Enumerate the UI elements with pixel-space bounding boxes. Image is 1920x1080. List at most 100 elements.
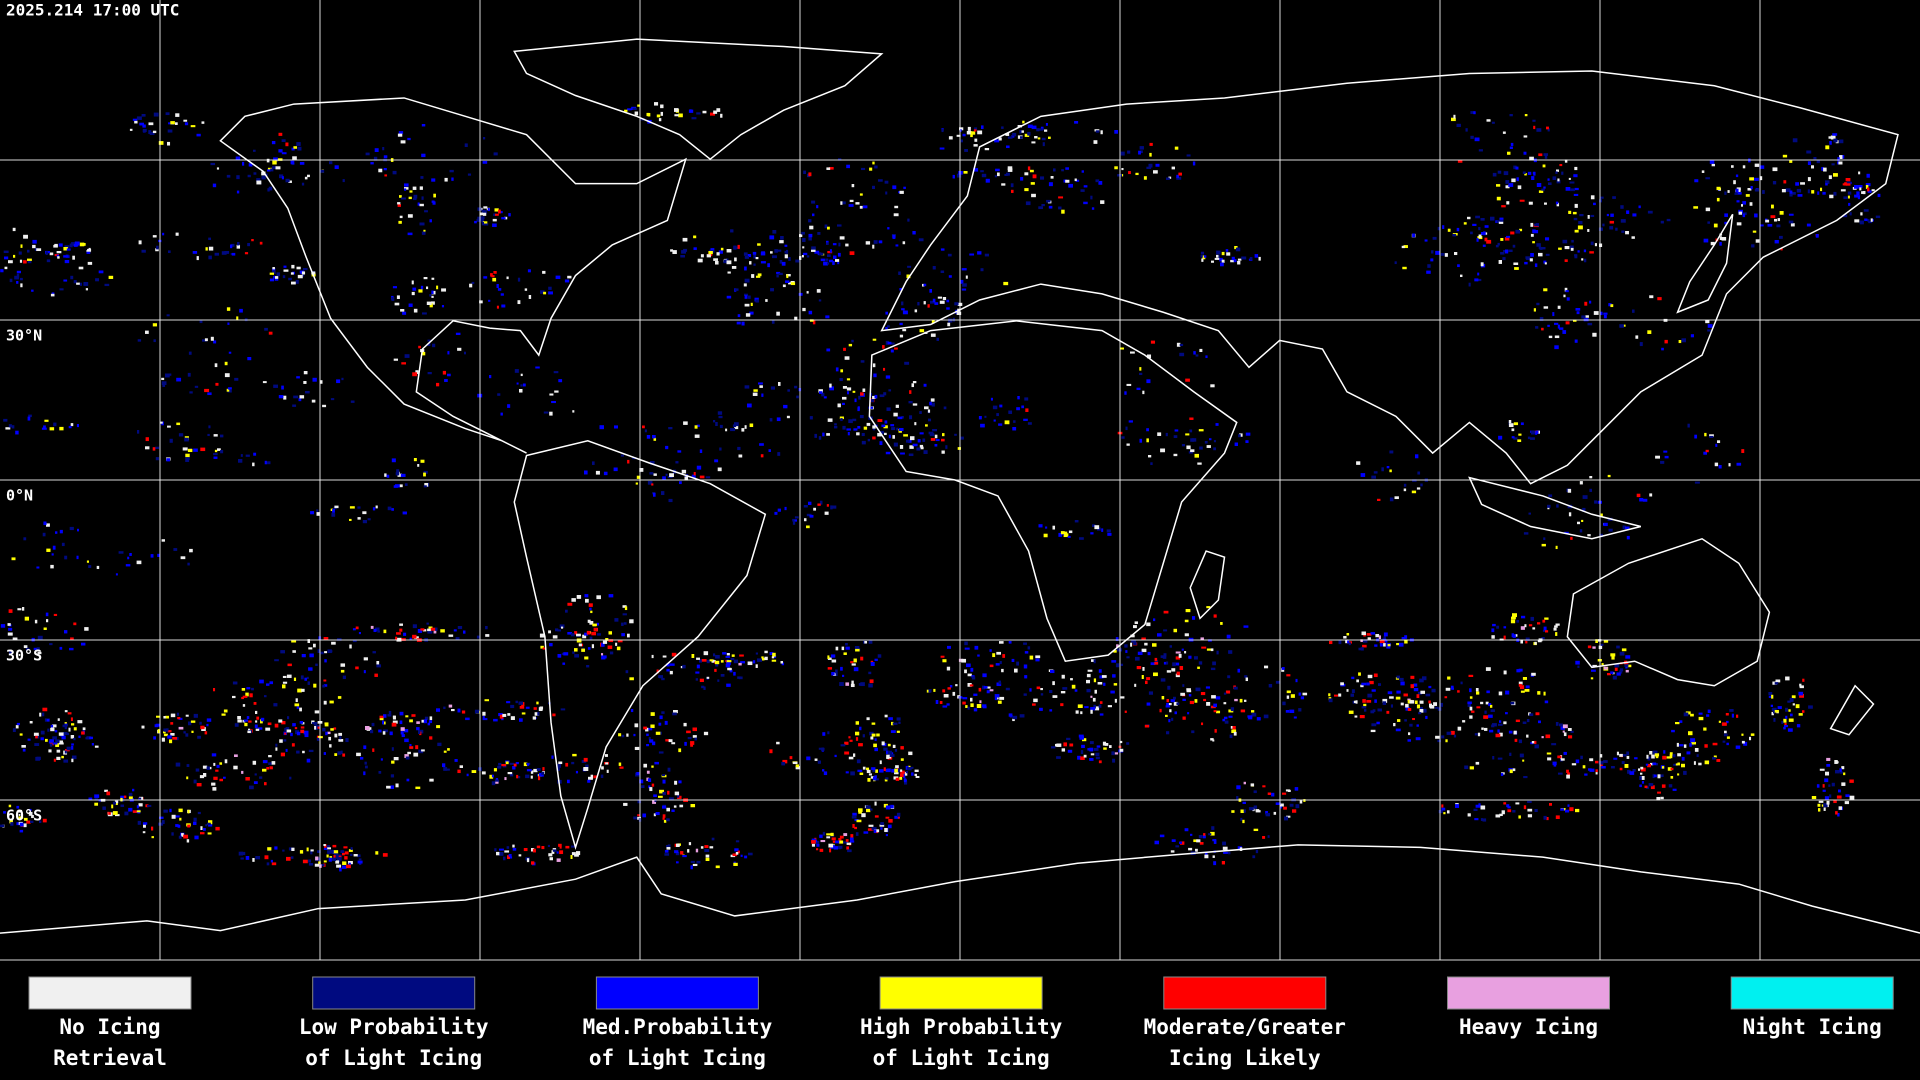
icing-pixel (1244, 675, 1248, 678)
icing-pixel (651, 483, 654, 486)
icing-pixel (1707, 324, 1713, 328)
icing-pixel (898, 191, 901, 194)
icing-pixel (844, 356, 850, 360)
icing-pixel (621, 734, 625, 738)
icing-pixel (1516, 619, 1519, 623)
icing-pixel (837, 224, 842, 227)
icing-pixel (879, 769, 884, 773)
icing-pixel (205, 824, 208, 827)
icing-pixel (238, 459, 243, 463)
icing-pixel (1629, 771, 1635, 775)
icing-pixel (613, 467, 618, 472)
icing-pixel (1503, 626, 1507, 629)
icing-pixel (1520, 639, 1523, 644)
icing-pixel (745, 313, 751, 317)
icing-pixel (400, 309, 405, 312)
icing-pixel (718, 415, 723, 419)
icing-pixel (699, 678, 704, 683)
icing-pixel (1713, 223, 1718, 228)
icing-pixel (957, 695, 960, 699)
icing-pixel (896, 730, 900, 733)
icing-pixel (362, 520, 368, 524)
icing-pixel (132, 788, 135, 792)
icing-pixel (199, 775, 205, 779)
icing-pixel (404, 188, 407, 191)
icing-pixel (1377, 708, 1383, 712)
icing-pixel (814, 758, 818, 761)
icing-pixel (1363, 639, 1368, 643)
icing-pixel (1536, 128, 1542, 132)
icing-pixel (808, 501, 812, 506)
icing-pixel (267, 188, 270, 192)
icing-pixel (378, 168, 383, 173)
madagascar (1190, 551, 1224, 618)
icing-pixel (714, 459, 719, 463)
icing-pixel (357, 506, 361, 509)
icing-pixel (1545, 253, 1550, 256)
icing-pixel (363, 771, 366, 776)
icing-pixel (343, 846, 348, 849)
icing-pixel (296, 376, 300, 379)
icing-pixel (964, 149, 968, 152)
icing-pixel (558, 843, 562, 847)
icing-pixel (1723, 733, 1728, 737)
icing-pixel (1216, 650, 1219, 655)
icing-pixel (1582, 507, 1586, 512)
icing-pixel (1035, 655, 1041, 659)
icing-pixel (1161, 696, 1165, 700)
icing-pixel (1546, 126, 1549, 130)
icing-pixel (847, 849, 852, 853)
icing-pixel (1535, 326, 1539, 329)
icing-pixel (1557, 324, 1560, 329)
icing-pixel (902, 328, 907, 332)
icing-pixel (899, 776, 903, 780)
icing-pixel (1220, 262, 1224, 267)
icing-pixel (851, 680, 854, 685)
icing-pixel (1584, 258, 1587, 263)
icing-pixel (1512, 634, 1516, 638)
icing-pixel (506, 276, 509, 280)
icing-pixel (208, 823, 213, 827)
icing-pixel (1012, 132, 1017, 137)
icing-pixel (967, 673, 972, 677)
icing-pixel (1553, 763, 1557, 767)
icing-pixel (138, 240, 142, 245)
icing-pixel (1050, 176, 1054, 179)
icing-pixel (1600, 311, 1603, 316)
icing-pixel (840, 369, 844, 373)
icing-pixel (899, 334, 904, 338)
icing-pixel (1389, 469, 1392, 473)
icing-pixel (297, 274, 303, 279)
icing-pixel (1644, 785, 1648, 789)
icing-pixel (1523, 776, 1528, 779)
icing-pixel (56, 756, 61, 761)
icing-pixel (636, 475, 641, 479)
icing-pixel (874, 815, 879, 818)
icing-pixel (373, 628, 377, 632)
icing-pixel (1198, 429, 1204, 432)
icing-pixel (977, 654, 980, 657)
icing-pixel (696, 465, 702, 470)
icing-pixel (659, 731, 662, 735)
icing-pixel (583, 757, 588, 762)
icing-pixel (849, 251, 855, 255)
icing-pixel (811, 249, 816, 252)
icing-pixel (1679, 744, 1684, 747)
icing-pixel (423, 470, 428, 474)
icing-pixel (49, 252, 54, 256)
icing-pixel (584, 632, 589, 636)
icing-pixel (1789, 698, 1794, 702)
icing-pixel (316, 737, 320, 741)
icing-pixel (1400, 702, 1404, 706)
icing-pixel (390, 785, 394, 790)
icing-pixel (1741, 449, 1745, 453)
icing-pixel (295, 279, 299, 284)
icing-pixel (588, 776, 593, 780)
icing-pixel (1024, 397, 1029, 401)
icing-pixel (1197, 666, 1200, 669)
icing-pixel (70, 735, 75, 739)
icing-pixel (1771, 694, 1774, 699)
icing-pixel (280, 752, 285, 757)
icing-pixel (1180, 692, 1185, 696)
icing-pixel (1543, 815, 1547, 820)
